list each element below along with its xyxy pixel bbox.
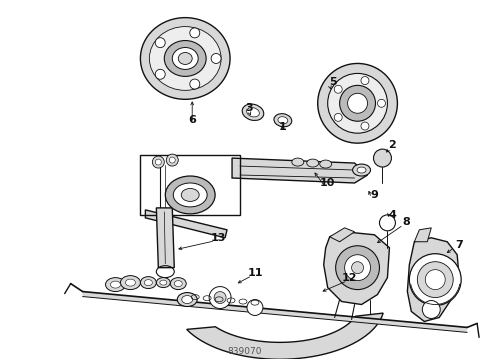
Ellipse shape — [174, 280, 182, 287]
Ellipse shape — [178, 53, 192, 64]
Circle shape — [344, 255, 370, 280]
Polygon shape — [187, 313, 383, 359]
Polygon shape — [407, 238, 459, 321]
Text: 3: 3 — [245, 103, 253, 113]
Ellipse shape — [141, 18, 230, 99]
Circle shape — [336, 246, 379, 289]
Circle shape — [361, 122, 369, 130]
Polygon shape — [83, 292, 467, 332]
Ellipse shape — [181, 189, 199, 201]
Text: 5: 5 — [329, 77, 337, 87]
Ellipse shape — [242, 104, 264, 121]
Ellipse shape — [164, 41, 206, 76]
Circle shape — [334, 113, 342, 121]
Ellipse shape — [246, 108, 259, 117]
Circle shape — [190, 79, 200, 89]
Ellipse shape — [111, 281, 121, 288]
Ellipse shape — [353, 164, 370, 176]
Text: 9: 9 — [370, 190, 378, 200]
Text: 6: 6 — [188, 115, 196, 125]
Circle shape — [211, 54, 221, 63]
Ellipse shape — [278, 117, 288, 124]
Ellipse shape — [274, 114, 292, 127]
Text: 1: 1 — [279, 122, 287, 132]
Circle shape — [328, 73, 388, 133]
Polygon shape — [324, 232, 390, 305]
Ellipse shape — [156, 278, 171, 288]
Circle shape — [422, 301, 440, 319]
Circle shape — [347, 93, 368, 113]
Text: 4: 4 — [389, 210, 396, 220]
Text: 8: 8 — [402, 217, 410, 227]
Ellipse shape — [292, 158, 304, 166]
Text: 10: 10 — [320, 178, 335, 188]
Circle shape — [209, 287, 231, 309]
Ellipse shape — [165, 176, 215, 214]
Circle shape — [155, 69, 165, 79]
Circle shape — [169, 157, 175, 163]
Circle shape — [340, 85, 375, 121]
Text: 11: 11 — [247, 267, 263, 278]
Ellipse shape — [172, 48, 198, 69]
Text: 12: 12 — [342, 273, 357, 283]
Ellipse shape — [149, 27, 221, 90]
Ellipse shape — [160, 280, 167, 285]
Circle shape — [425, 270, 445, 289]
Ellipse shape — [145, 280, 152, 285]
Polygon shape — [146, 210, 227, 238]
Text: 2: 2 — [389, 140, 396, 150]
Circle shape — [361, 77, 369, 85]
Circle shape — [318, 63, 397, 143]
Polygon shape — [330, 228, 355, 242]
Ellipse shape — [105, 278, 125, 292]
Ellipse shape — [357, 167, 366, 173]
Ellipse shape — [319, 160, 332, 168]
Circle shape — [352, 262, 364, 274]
Ellipse shape — [173, 183, 207, 207]
Circle shape — [214, 292, 226, 303]
Text: 7: 7 — [455, 240, 463, 250]
Circle shape — [334, 85, 342, 93]
Circle shape — [377, 99, 386, 107]
Circle shape — [373, 149, 392, 167]
Polygon shape — [415, 228, 431, 242]
Ellipse shape — [182, 296, 193, 303]
Circle shape — [190, 28, 200, 38]
Circle shape — [417, 262, 453, 298]
Ellipse shape — [177, 293, 197, 306]
Ellipse shape — [171, 278, 186, 289]
Text: 839070: 839070 — [228, 347, 262, 356]
Circle shape — [155, 159, 161, 165]
Circle shape — [155, 38, 165, 48]
Text: 13: 13 — [210, 233, 226, 243]
Polygon shape — [156, 208, 174, 268]
Ellipse shape — [121, 276, 141, 289]
Circle shape — [409, 254, 461, 306]
Polygon shape — [232, 158, 368, 183]
Circle shape — [247, 300, 263, 315]
Ellipse shape — [141, 276, 156, 289]
Circle shape — [152, 156, 164, 168]
Ellipse shape — [125, 279, 135, 286]
Ellipse shape — [307, 159, 318, 167]
Circle shape — [166, 154, 178, 166]
